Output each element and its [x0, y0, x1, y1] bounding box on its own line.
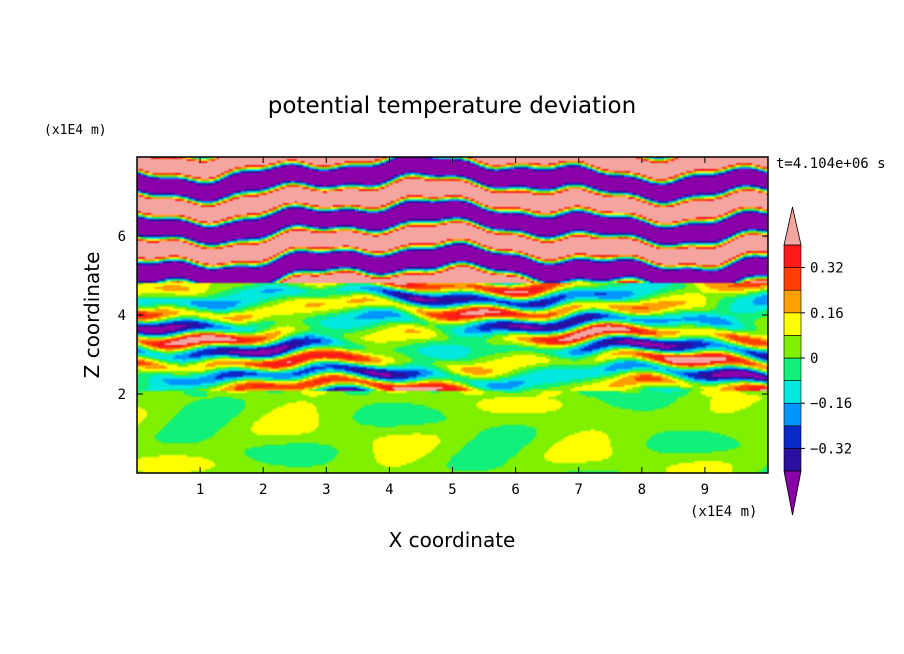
x-tick-label: 9 [701, 482, 709, 498]
colorbar-extend-top [783, 206, 802, 246]
y-axis: 2 4 6 [118, 229, 768, 403]
colorbar-band [783, 335, 802, 359]
y-unit-label: (x1E4 m) [44, 123, 107, 138]
colorbar-band [783, 312, 802, 336]
colorbar-tick-label: 0 [810, 351, 818, 367]
colorbar: 0.32 0.16 0 −0.16 −0.32 [783, 206, 852, 516]
colorbar-band [783, 448, 802, 472]
y-tick-label: 4 [118, 308, 126, 324]
x-unit-label: (x1E4 m) [690, 504, 757, 520]
contour-field [137, 157, 768, 473]
colorbar-band [783, 289, 802, 314]
x-axis: 1 2 3 4 5 6 7 8 9 [196, 157, 709, 498]
colorbar-extend-bottom [783, 470, 802, 516]
colorbar-band [783, 357, 802, 381]
x-tick-label: 7 [574, 482, 582, 498]
colorbar-band [783, 244, 802, 268]
chart-title: potential temperature deviation [268, 93, 636, 119]
colorbar-tick-label: 0.32 [810, 261, 844, 277]
colorbar-band [783, 425, 802, 449]
colorbar-tick-label: 0.16 [810, 306, 844, 322]
colorbar-tick-label: −0.32 [810, 441, 852, 457]
x-tick-label: 5 [448, 482, 456, 498]
x-tick-label: 2 [259, 482, 267, 498]
y-tick-label: 2 [118, 387, 126, 403]
y-tick-label: 6 [118, 229, 126, 245]
colorbar-band [783, 380, 802, 404]
colorbar-band [783, 402, 802, 427]
time-label: t=4.104e+06 s [776, 156, 886, 172]
x-tick-label: 3 [322, 482, 330, 498]
contour-field-image [137, 157, 768, 473]
x-tick-label: 8 [638, 482, 646, 498]
x-tick-label: 6 [511, 482, 519, 498]
colorbar-tick-label: −0.16 [810, 396, 852, 412]
x-tick-label: 1 [196, 482, 204, 498]
x-axis-label: X coordinate [389, 528, 516, 552]
y-axis-label: Z coordinate [80, 252, 104, 379]
x-tick-label: 4 [385, 482, 393, 498]
colorbar-band [783, 267, 802, 291]
